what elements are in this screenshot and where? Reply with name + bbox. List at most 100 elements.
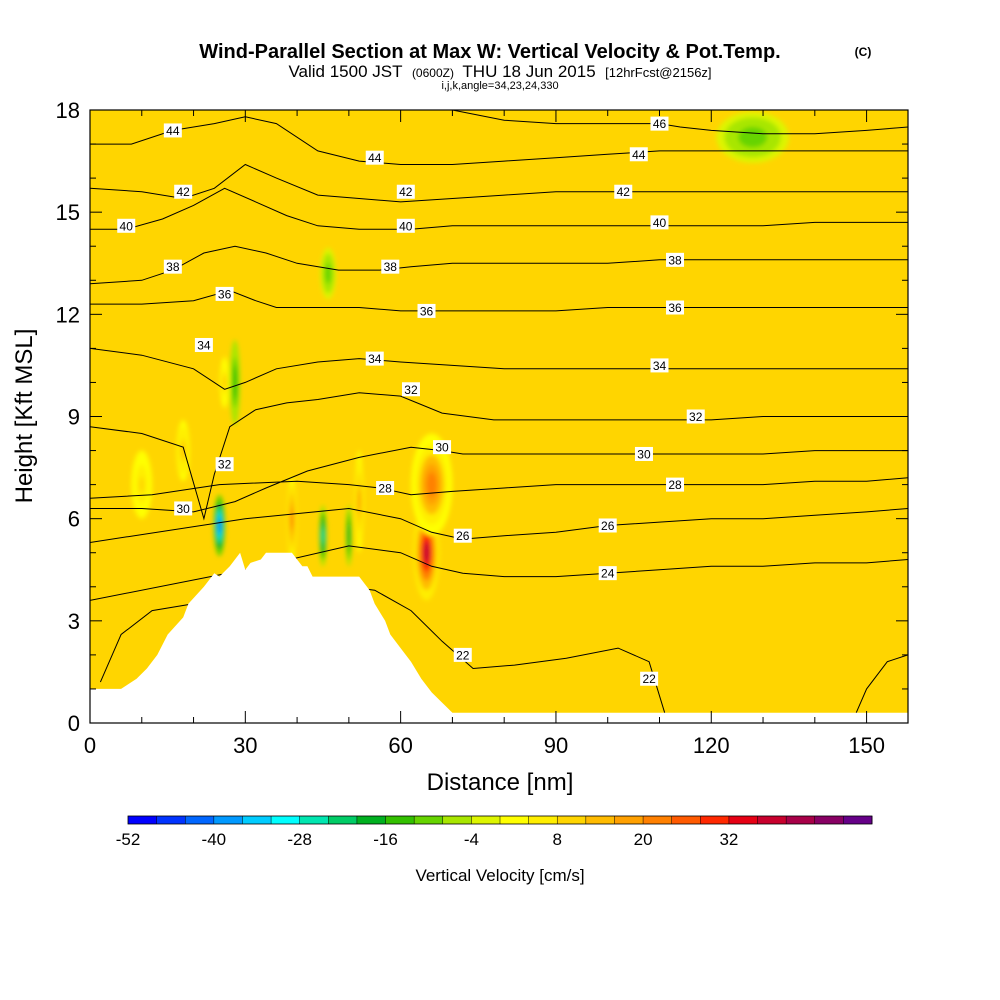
theta-contour-28 [90, 477, 908, 499]
theta-contour-38 [90, 245, 908, 285]
w-feature-8 [229, 339, 241, 426]
colorbar-tick-label: -40 [202, 830, 227, 849]
theta-label-text: 26 [456, 529, 470, 543]
w-feature-12 [716, 111, 789, 163]
forecast-info: [12hrFcst@2156z] [605, 65, 711, 80]
colorbar-tick-label: -28 [287, 830, 312, 849]
theta-label-text: 32 [404, 383, 418, 397]
theta-label-text: 44 [166, 124, 180, 138]
theta-label: 34 [365, 351, 384, 366]
colorbar-swatch [643, 816, 673, 824]
x-tick-label: 0 [84, 733, 96, 758]
theta-label: 34 [194, 337, 213, 352]
grid-indices: i,j,k,angle=34,23,24,330 [441, 80, 558, 92]
theta-label-text: 42 [399, 185, 413, 199]
theta-label-text: 40 [653, 216, 667, 230]
y-tick-label: 0 [68, 711, 80, 736]
theta-label: 38 [666, 252, 685, 267]
theta-label-text: 44 [632, 148, 646, 162]
contour-labels: 44 44 46 44 42 42 42 40 40 40 38 38 38 36 36 36 34 34 34 32… [117, 116, 705, 686]
colorbar-swatch [528, 816, 558, 824]
colorbar-swatch [156, 816, 186, 824]
theta-contour-26 [90, 507, 908, 543]
colorbar-swatch [385, 816, 415, 824]
theta-label-text: 30 [177, 502, 191, 516]
theta-label: 26 [598, 518, 617, 533]
y-tick-label: 9 [68, 405, 80, 430]
theta-label: 40 [650, 215, 669, 230]
x-tick-label: 30 [233, 733, 257, 758]
w-feature-10 [345, 505, 352, 567]
colorbar-tick-label: -4 [464, 830, 479, 849]
x-tick-label: 120 [693, 733, 730, 758]
valid-time-line: Valid 1500 JST (0600Z) THU 18 Jun 2015 [… [288, 62, 711, 81]
w-level [326, 267, 331, 280]
theta-label-text: 46 [653, 117, 667, 131]
theta-label-text: 28 [668, 478, 682, 492]
vertical-velocity-field [131, 111, 789, 601]
theta-label-text: 44 [368, 151, 382, 165]
theta-label-text: 28 [378, 482, 392, 496]
plot-area: 44 44 46 44 42 42 42 40 40 40 38 38 38 36 36 36 34 34 34 32… [90, 110, 908, 723]
w-feature-7 [213, 494, 226, 557]
y-tick-label: 12 [56, 302, 80, 327]
theta-label: 28 [666, 477, 685, 492]
theta-label-text: 22 [642, 672, 656, 686]
colorbar-tick-label: 8 [552, 830, 561, 849]
theta-label-text: 34 [653, 359, 667, 373]
colorbar-swatch [128, 816, 158, 824]
y-tick-label: 18 [56, 98, 80, 123]
w-level [743, 131, 762, 144]
colorbar-swatch [442, 816, 472, 824]
w-level [358, 489, 361, 514]
w-feature-4 [176, 419, 190, 482]
x-tick-label: 90 [544, 733, 568, 758]
theta-label: 42 [614, 184, 633, 199]
colorbar-swatch [414, 816, 444, 824]
theta-label-text: 32 [689, 410, 703, 424]
colorbar-swatch [500, 816, 530, 824]
theta-label: 36 [417, 303, 436, 318]
x-axis: 0 30 60 90 120 150 [84, 110, 885, 758]
theta-label: 40 [117, 218, 136, 233]
w-level [290, 508, 293, 529]
theta-label: 30 [174, 501, 193, 516]
theta-label-text: 34 [197, 338, 211, 352]
theta-label-text: 36 [218, 287, 232, 301]
theta-contour-42 [90, 163, 908, 203]
colorbar-swatch [614, 816, 644, 824]
w-level [423, 541, 430, 565]
w-level [348, 528, 350, 544]
colorbar-tick-label: 20 [634, 830, 653, 849]
colorbar-swatch [471, 816, 501, 824]
theta-contour-46 [452, 110, 908, 135]
x-tick-label: 60 [388, 733, 412, 758]
theta-label: 22 [453, 647, 472, 662]
theta-label-text: 24 [601, 567, 615, 581]
colorbar-swatch [271, 816, 301, 824]
colorbar: -52 -40 -28 -16 -4 8 20 32 [116, 815, 873, 849]
y-tick-label: 3 [68, 609, 80, 634]
valid-time-zulu: (0600Z) [412, 66, 454, 80]
colorbar-swatch [213, 816, 243, 824]
y-tick-label: 6 [68, 507, 80, 532]
w-level [426, 472, 437, 497]
theta-contour-22 [99, 582, 666, 713]
theta-label-text: 30 [637, 447, 651, 461]
w-feature-5 [219, 356, 230, 408]
theta-label-text: 22 [456, 648, 470, 662]
theta-label: 28 [376, 481, 395, 496]
theta-label: 32 [215, 457, 234, 472]
y-axis-title: Height [Kft MSL] [11, 329, 38, 504]
theta-label: 26 [453, 528, 472, 543]
colorbar-swatch [671, 816, 701, 824]
w-level [223, 376, 226, 389]
w-feature-2 [287, 476, 297, 562]
theta-label: 36 [666, 300, 685, 315]
theta-contour-24 [90, 545, 908, 601]
colorbar-swatch [356, 816, 387, 824]
theta-label: 40 [396, 218, 415, 233]
colorbar-tick-label: -16 [373, 830, 398, 849]
theta-label: 42 [174, 184, 193, 199]
chart-title: Wind-Parallel Section at Max W: Vertical… [199, 41, 780, 63]
